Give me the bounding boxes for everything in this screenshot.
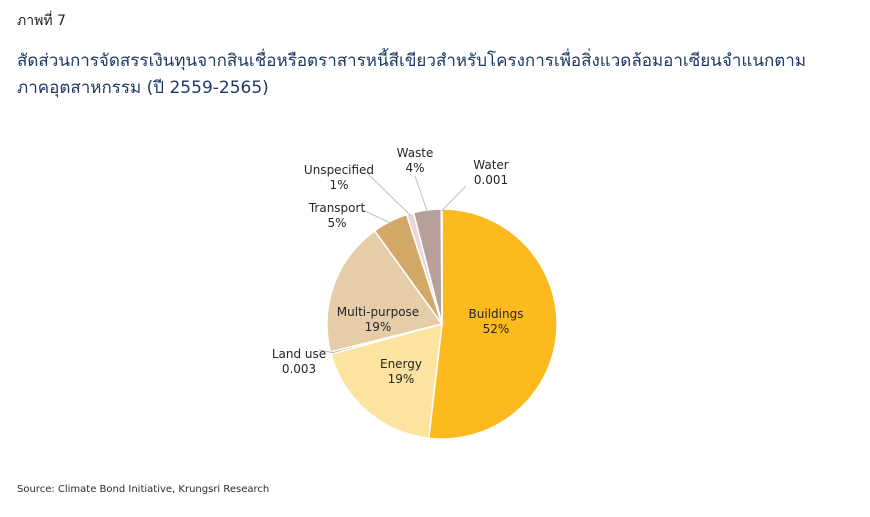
slice-value-buildings: 52%: [483, 322, 510, 336]
leader-line-water: [441, 185, 467, 212]
pie-slice-water: [440, 208, 443, 325]
slice-name-water: Water: [473, 158, 509, 172]
slice-label-water: Water 0.001: [473, 158, 509, 187]
slice-value-multi-purpose: 19%: [365, 320, 392, 334]
slice-name-multi-purpose: Multi-purpose: [337, 305, 419, 319]
slice-label-multi-purpose: Multi-purpose 19%: [337, 305, 419, 334]
slice-label-waste: Waste 4%: [397, 146, 434, 175]
leader-line-waste: [414, 175, 428, 213]
slice-value-unspecified: 1%: [329, 178, 348, 192]
slice-name-land-use: Land use: [272, 347, 326, 361]
chart-title: สัดส่วนการจัดสรรเงินทุนจากสินเชื่อหรือตร…: [17, 48, 862, 102]
slice-value-land-use: 0.003: [282, 362, 316, 376]
slice-label-transport: Transport 5%: [308, 201, 366, 230]
slice-label-energy: Energy 19%: [380, 357, 422, 386]
leader-lines: [318, 171, 467, 353]
slice-label-buildings: Buildings 52%: [469, 307, 524, 336]
pie-slice-energy: [330, 322, 443, 440]
slice-name-energy: Energy: [380, 357, 422, 371]
slice-name-unspecified: Unspecified: [304, 163, 374, 177]
slice-label-unspecified: Unspecified 1%: [304, 163, 374, 192]
leader-line-unspecified: [365, 171, 411, 216]
slice-value-waste: 4%: [405, 161, 424, 175]
leader-line-land-use: [318, 349, 333, 353]
figure-label: ภาพที่ 7: [17, 13, 66, 29]
slice-value-water: 0.001: [474, 173, 508, 187]
slice-name-buildings: Buildings: [469, 307, 524, 321]
source-note: Source: Climate Bond Initiative, Krungsr…: [17, 484, 270, 495]
pie-slice-multi-purpose: [326, 229, 444, 353]
slice-name-transport: Transport: [308, 201, 366, 215]
chart-title-line-2: ภาคอุตสาหกรรม (ปี 2559-2565): [17, 78, 269, 98]
pie-slices: [326, 208, 558, 440]
pie-slice-buildings: [427, 208, 558, 440]
slice-label-land-use: Land use 0.003: [272, 347, 326, 376]
leader-line-transport: [362, 209, 392, 224]
slice-labels: Buildings 52%Energy 19%Land use 0.003Multi-…: [272, 146, 524, 386]
slice-value-transport: 5%: [327, 216, 346, 230]
slice-value-energy: 19%: [388, 372, 415, 386]
chart-title-line-1: สัดส่วนการจัดสรรเงินทุนจากสินเชื่อหรือตร…: [17, 51, 807, 71]
slice-name-waste: Waste: [397, 146, 434, 160]
